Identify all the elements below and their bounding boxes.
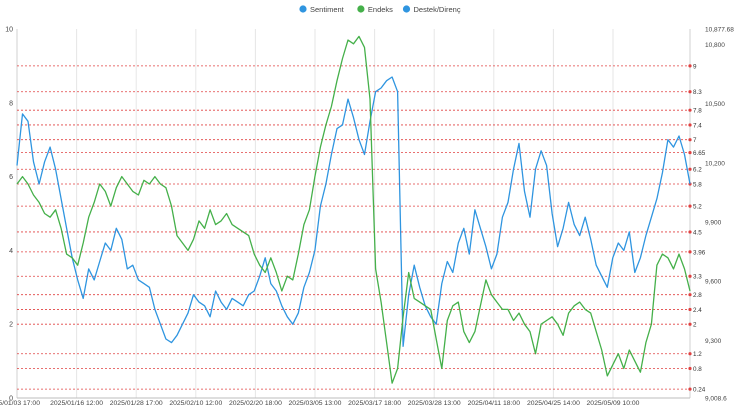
level-marker — [688, 274, 692, 278]
right-axis-tick-label: 9,300 — [705, 338, 722, 345]
x-axis-tick-label: 2025/01/28 17:00 — [110, 400, 163, 406]
level-label: 7.4 — [693, 122, 702, 129]
level-marker — [688, 108, 692, 112]
left-axis-tick-label: 8 — [9, 100, 13, 107]
left-axis-tick-label: 0 — [9, 396, 13, 403]
level-marker — [688, 167, 692, 171]
level-label: 7.8 — [693, 108, 702, 115]
legend[interactable]: Sentiment Endeks Destek/Direnç — [299, 5, 461, 14]
legend-marker — [357, 5, 365, 13]
legend-label: Endeks — [368, 5, 393, 14]
right-axis-tick-label: 10,800 — [705, 42, 725, 49]
level-marker — [688, 387, 692, 391]
level-marker — [688, 123, 692, 127]
series-lines — [16, 35, 691, 384]
level-label: 6.2 — [693, 167, 702, 174]
x-axis-tick-label: 2025/02/20 18:00 — [229, 400, 282, 406]
legend-label: Sentiment — [310, 5, 345, 14]
legend-marker — [299, 5, 307, 13]
left-axis-tick-label: 6 — [9, 174, 13, 181]
level-label: 1.2 — [693, 351, 702, 358]
left-axis: 0 2 4 6 8 10 — [5, 27, 13, 403]
level-label: 5.8 — [693, 181, 702, 188]
support-resistance-levels: 0.24 0.8 1.2 2 2.4 2.8 3.3 3.96 4.5 5.2 5.8 6.2 6.65… — [17, 63, 706, 394]
level-marker — [688, 230, 692, 234]
left-axis-tick-label: 2 — [9, 322, 13, 329]
x-axis-tick-label: 2025/04/11 18:00 — [468, 400, 521, 406]
level-label: 5.2 — [693, 204, 702, 211]
level-label: 3.96 — [693, 249, 706, 256]
level-label: 2.8 — [693, 292, 702, 299]
level-marker — [688, 366, 692, 371]
series-line-endeks — [16, 35, 691, 384]
level-marker — [688, 204, 692, 208]
right-axis-tick-label: 10,877.68 — [705, 27, 734, 34]
level-label: 3.3 — [693, 274, 702, 281]
level-marker — [688, 138, 692, 142]
level-label: 2 — [693, 322, 697, 329]
level-marker — [688, 64, 692, 68]
level-marker — [688, 250, 692, 254]
level-marker — [688, 90, 692, 94]
right-axis-tick-label: 9,600 — [705, 279, 722, 286]
level-label: 9 — [693, 63, 697, 70]
level-marker — [688, 151, 692, 155]
right-axis-tick-label: 9,900 — [705, 220, 722, 227]
level-marker — [688, 307, 692, 312]
level-label: 7 — [693, 137, 697, 144]
level-label: 0.8 — [693, 366, 702, 373]
x-axis-tick-label: 2025/02/10 12:00 — [169, 400, 222, 406]
x-axis-tick-label: 2025/04/25 14:00 — [527, 400, 580, 406]
level-label: 6.65 — [693, 150, 706, 157]
level-label: 2.4 — [693, 307, 702, 314]
left-axis-tick-label: 4 — [9, 248, 13, 255]
grid-lines — [16, 29, 691, 399]
series-line-sentiment — [16, 76, 691, 347]
x-axis-tick-label: 2025/05/09 10:00 — [587, 400, 640, 406]
x-axis: 2025/01/03 17:00 2025/01/16 12:00 2025/01/… — [0, 400, 640, 406]
level-label: 8.3 — [693, 89, 702, 96]
legend-marker — [402, 5, 411, 13]
level-label: 4.5 — [693, 229, 702, 236]
level-marker — [688, 352, 692, 356]
left-axis-tick-label: 10 — [5, 27, 13, 34]
right-axis-tick-label: 10,200 — [705, 160, 725, 167]
x-axis-tick-label: 2025/01/03 17:00 — [0, 400, 40, 406]
level-marker — [688, 322, 692, 326]
right-axis-tick-label: 10,500 — [705, 101, 725, 108]
right-axis: 9,008.6 9,300 9,600 9,900 10,200 10,500 10,800… — [705, 27, 734, 403]
x-axis-tick-label: 2025/03/17 18:00 — [348, 400, 401, 406]
x-axis-tick-label: 2025/03/05 13:00 — [289, 400, 342, 406]
x-axis-tick-label: 2025/03/28 13:00 — [408, 400, 461, 406]
legend-label: Destek/Direnç — [414, 5, 461, 14]
level-label: 0.24 — [693, 387, 706, 394]
right-axis-tick-label: 9,008.6 — [705, 396, 727, 403]
level-marker — [688, 293, 692, 297]
x-axis-tick-label: 2025/01/16 12:00 — [50, 400, 103, 406]
